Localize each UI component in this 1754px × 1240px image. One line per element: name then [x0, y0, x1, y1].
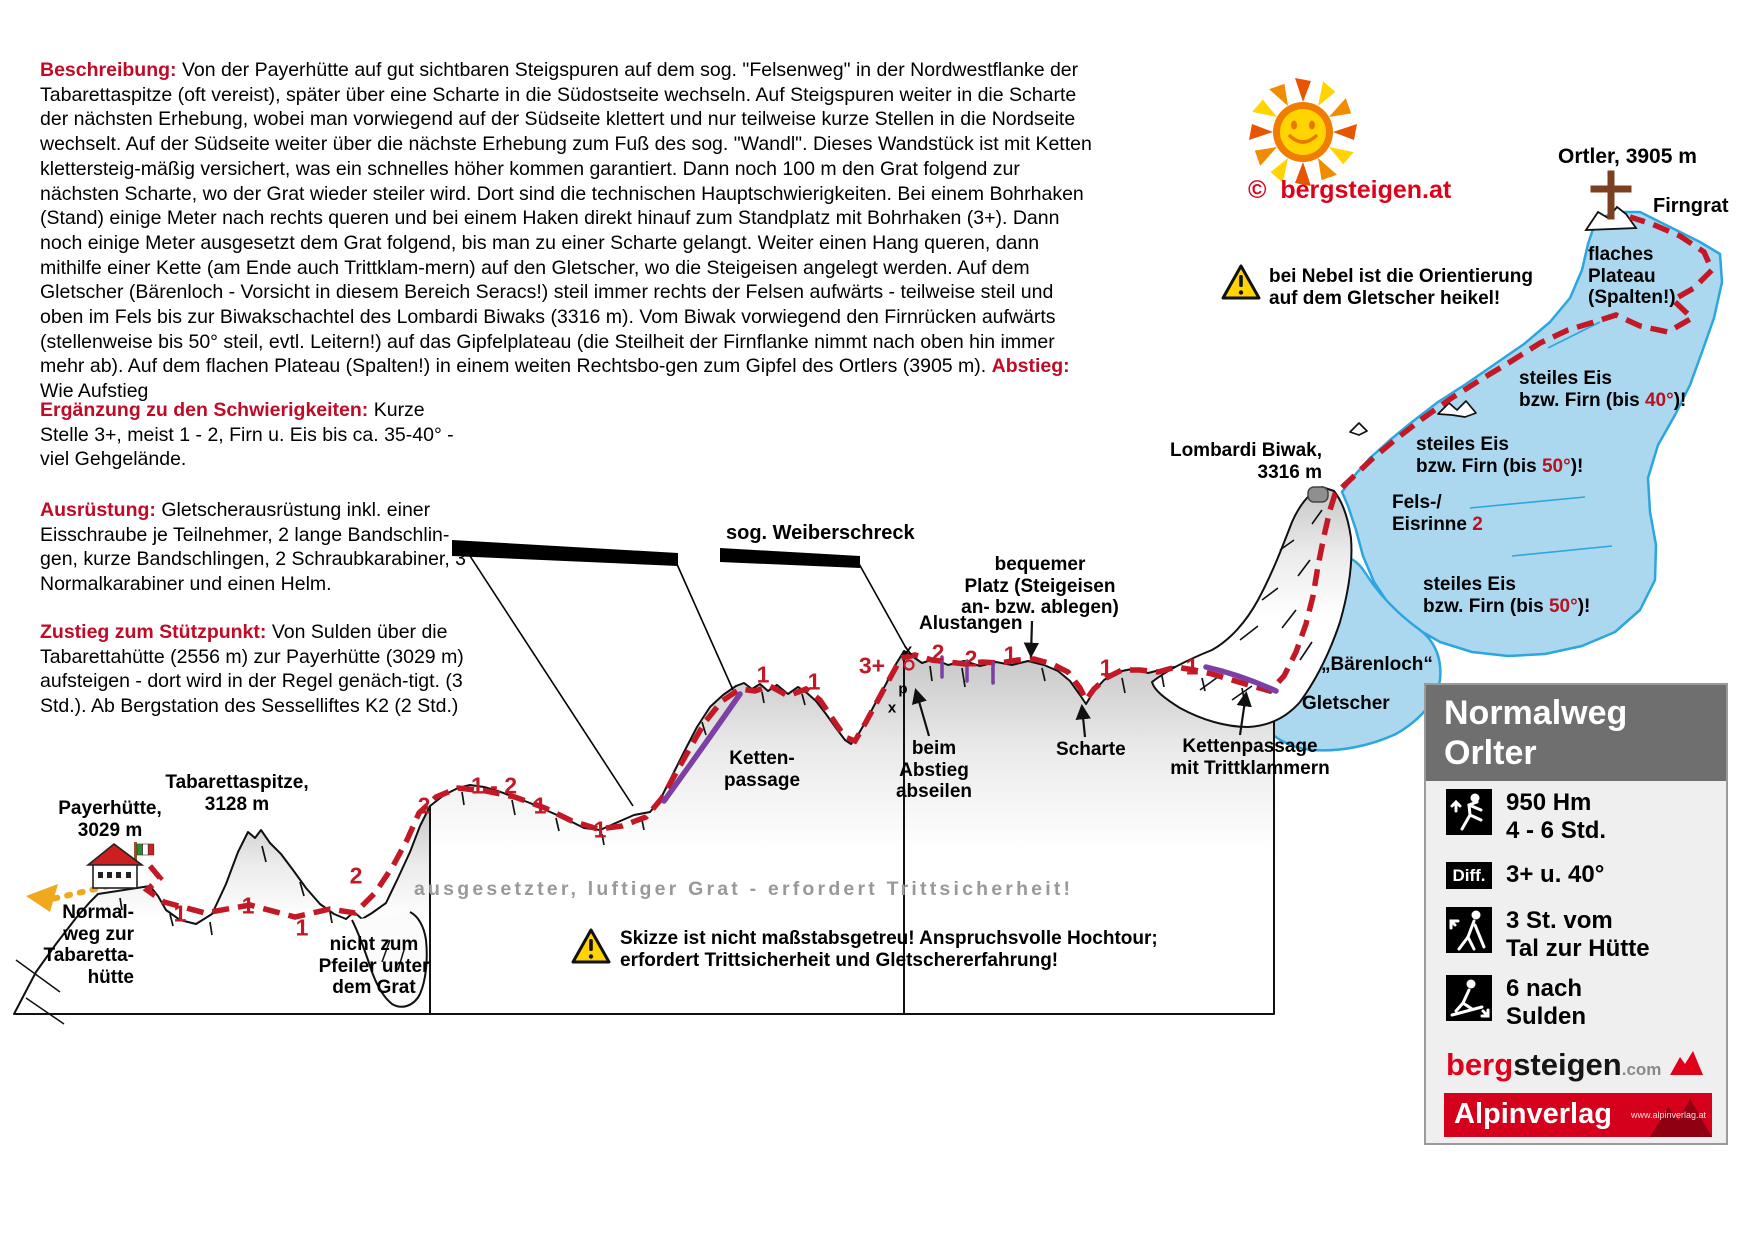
difficulty-mark: 1 — [593, 816, 607, 843]
site-credit: © bergsteigen.at — [1248, 176, 1452, 204]
difficulty-mark: 1 — [295, 914, 309, 941]
label-arrows — [912, 620, 1252, 738]
difficulty-mark: 2 — [349, 862, 363, 889]
info-box-title: Normalweg Orlter — [1426, 685, 1726, 781]
biwak-icon — [1307, 486, 1329, 503]
difficulty-mark: 1 — [1003, 641, 1017, 668]
climber-icon — [1446, 789, 1492, 835]
chain-passage-right-label: Kettenpassage mit Trittklammern — [1170, 736, 1330, 779]
biwak-buttress — [1151, 486, 1353, 728]
chain-passage-lines — [661, 655, 1279, 804]
descent-text: 6 nach Sulden — [1506, 975, 1587, 1030]
foreground-hatch — [15, 959, 65, 1025]
difficulty-note-paragraph: Ergänzung zu den Schwierigkeiten: Kurze … — [40, 399, 454, 471]
crest-cracks — [119, 665, 1245, 936]
elevation-time-text: 950 Hm 4 - 6 Std. — [1506, 789, 1607, 844]
exposed-ridge-note: ausgesetzter, luftiger Grat - erfordert … — [414, 878, 1074, 900]
steep-ice-50a-label: steiles Eis bzw. Firn (bis 50°)! — [1416, 434, 1584, 477]
steep-ice-40-label: steiles Eis bzw. Firn (bis 40°)! — [1519, 368, 1687, 411]
gletscher-label: Gletscher — [1302, 693, 1390, 714]
publisher-mountain-icon — [1650, 1099, 1712, 1137]
difficulty-mark: 1 — [173, 900, 187, 927]
lombardi-biwak-label: Lombardi Biwak, 3316 m — [1169, 440, 1322, 483]
steep-ice-50b-label: steiles Eis bzw. Firn (bis 50°)! — [1423, 574, 1591, 617]
difficulty-mark: 2 — [931, 639, 945, 666]
chain-passage-left-label: Ketten-passage — [723, 748, 801, 791]
logo-mountain-icon — [1670, 1051, 1704, 1075]
anchor-mark: x — [887, 699, 897, 717]
alu-poles-label: Alustangen — [919, 613, 1023, 634]
glacier-rock-outcrops — [1349, 400, 1477, 436]
weiberschreck-pointer — [452, 540, 907, 807]
skier-icon — [1446, 975, 1492, 1021]
plateau-label: flaches Plateau (Spalten!) — [1588, 244, 1676, 308]
sun-logo-icon — [1249, 78, 1357, 186]
abstieg-label: Abstieg: — [991, 355, 1070, 378]
normal-way-label: Normal-weg zur Tabaretta-hütte — [43, 902, 134, 988]
scharte-label: Scharte — [1056, 739, 1126, 760]
bergsteigen-logo: bergsteigen.com — [1446, 1047, 1704, 1083]
firngrat-label: Firngrat — [1653, 195, 1729, 217]
difficulty-mark: 3+ — [858, 652, 886, 679]
rock-ice-gully-label: Fels-/ Eisrinne 2 — [1392, 492, 1483, 535]
difficulty-text: 3+ u. 40° — [1506, 861, 1605, 888]
description-paragraph: Beschreibung: Von der Payerhütte auf gut… — [40, 59, 1092, 403]
route-info-box: Normalweg Orlter 950 Hm 4 - 6 Std. Diff. 3… — [1424, 683, 1728, 1145]
pillar-note-label: nicht zum Pfeiler unter dem Grat — [318, 934, 430, 998]
difficulty-mark: 1 — [533, 792, 547, 819]
warning-icon — [1221, 264, 1261, 300]
piton-ring-icon — [903, 659, 915, 671]
tabaretta-trail — [26, 883, 111, 912]
difficulty-mark: 1 — [1185, 653, 1199, 680]
abseil-label: beim Abstieg abseilen — [895, 738, 973, 802]
anchor-mark: p — [898, 680, 908, 698]
weiberschreck-label: sog. Weiberschreck — [726, 522, 915, 544]
summit-cross-icon — [1590, 170, 1632, 220]
payerhuette-label: Payerhütte, 3029 m — [58, 798, 162, 841]
sketch-warning-text: Skizze ist nicht maßstabsgetreu! Anspruc… — [620, 928, 1158, 971]
route-line — [142, 214, 1716, 920]
hiker-icon — [1446, 907, 1492, 953]
crampon-spot-label: bequemer Platz (Steigeisen an- bzw. ablege… — [961, 554, 1119, 618]
hut-icon — [85, 842, 155, 889]
fog-warning-text: bei Nebel ist die Orientierung auf dem Gl… — [1269, 266, 1533, 309]
warning-icon — [571, 928, 611, 964]
approach-paragraph: Zustieg zum Stützpunkt: Von Sulden über … — [40, 621, 464, 718]
ortler-label: Ortler, 3905 m — [1558, 145, 1697, 168]
diff-badge: Diff. — [1446, 861, 1492, 889]
crevasse-lines — [1469, 321, 1613, 557]
difficulty-mark: 1 — [756, 661, 770, 688]
pfeiler-rock — [351, 911, 428, 1008]
difficulty-mark: 2 — [964, 645, 978, 672]
difficulty-mark: 1 - 2 — [470, 772, 518, 799]
approach-time-text: 3 St. vom Tal zur Hütte — [1506, 907, 1650, 962]
equipment-paragraph: Ausrüstung: Gletscherausrüstung inkl. ei… — [40, 499, 467, 596]
anchor-mark: x — [903, 641, 913, 659]
difficulty-mark: 1 — [1099, 654, 1113, 681]
difficulty-mark: 2 — [417, 792, 431, 819]
difficulty-mark: 1 — [241, 892, 255, 919]
alpinverlag-logo: Alpinverlag www.alpinverlag.at — [1444, 1093, 1712, 1137]
description-label: Beschreibung: — [40, 59, 177, 81]
difficulty-mark: 1 — [807, 668, 821, 695]
tabarettaspitze-label: Tabarettaspitze, 3128 m — [165, 772, 309, 815]
baerenloch-label: „Bärenloch“ — [1321, 654, 1433, 675]
pfeiler-cracks — [381, 939, 405, 971]
